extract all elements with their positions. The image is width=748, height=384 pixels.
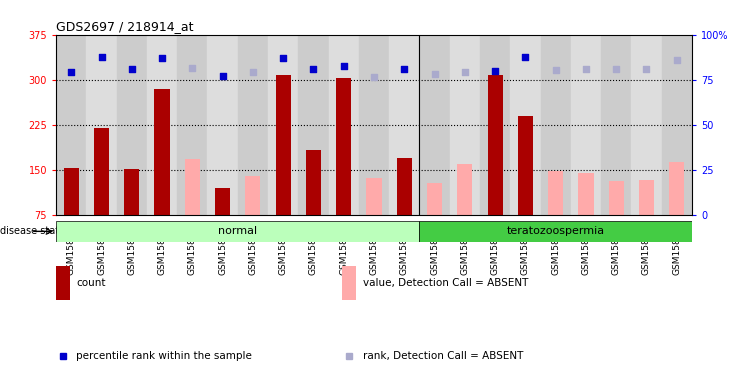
Point bbox=[398, 66, 410, 72]
Point bbox=[459, 69, 470, 75]
Bar bbox=[268, 35, 298, 215]
Bar bbox=[245, 176, 260, 215]
Point bbox=[278, 55, 289, 61]
Bar bbox=[609, 181, 624, 215]
Bar bbox=[215, 188, 230, 215]
Bar bbox=[389, 35, 420, 215]
Bar bbox=[457, 164, 473, 215]
Bar bbox=[56, 266, 70, 300]
Bar bbox=[541, 35, 571, 215]
Bar bbox=[571, 35, 601, 215]
Point bbox=[126, 66, 138, 72]
Bar bbox=[427, 183, 442, 215]
Bar bbox=[662, 35, 692, 215]
Text: value, Detection Call = ABSENT: value, Detection Call = ABSENT bbox=[363, 278, 528, 288]
Point bbox=[307, 66, 319, 72]
Point bbox=[640, 66, 652, 72]
Bar bbox=[510, 35, 541, 215]
Bar bbox=[56, 221, 420, 242]
Bar bbox=[117, 35, 147, 215]
Point bbox=[429, 71, 441, 77]
Text: disease state: disease state bbox=[0, 226, 65, 237]
Point bbox=[580, 66, 592, 73]
Bar bbox=[480, 35, 510, 215]
Bar bbox=[601, 35, 631, 215]
Bar bbox=[631, 35, 662, 215]
Bar bbox=[359, 35, 389, 215]
Bar bbox=[94, 128, 109, 215]
Bar bbox=[64, 168, 79, 215]
Point bbox=[671, 57, 683, 63]
Point bbox=[610, 66, 622, 72]
Bar bbox=[185, 159, 200, 215]
Bar bbox=[306, 150, 321, 215]
Bar bbox=[177, 35, 207, 215]
Bar bbox=[275, 75, 291, 215]
Bar bbox=[86, 35, 117, 215]
Text: normal: normal bbox=[218, 226, 257, 237]
Bar bbox=[56, 35, 86, 215]
Bar bbox=[420, 221, 692, 242]
Bar bbox=[336, 78, 352, 215]
Point bbox=[519, 54, 531, 60]
Bar bbox=[155, 89, 170, 215]
Point bbox=[247, 69, 259, 75]
Point bbox=[550, 67, 562, 73]
Point bbox=[96, 55, 108, 61]
Bar bbox=[207, 35, 238, 215]
Bar bbox=[578, 173, 593, 215]
Bar bbox=[548, 171, 563, 215]
Bar bbox=[420, 35, 450, 215]
Point bbox=[186, 65, 198, 71]
Text: count: count bbox=[76, 278, 106, 288]
Bar bbox=[343, 266, 356, 300]
Bar bbox=[518, 116, 533, 215]
Bar bbox=[396, 158, 412, 215]
Bar bbox=[367, 178, 381, 215]
Bar bbox=[124, 169, 139, 215]
Bar bbox=[488, 75, 503, 215]
Text: teratozoospermia: teratozoospermia bbox=[506, 226, 604, 237]
Text: rank, Detection Call = ABSENT: rank, Detection Call = ABSENT bbox=[363, 351, 523, 361]
Point bbox=[489, 68, 501, 74]
Point bbox=[156, 55, 168, 61]
Point bbox=[65, 69, 77, 75]
Point bbox=[368, 74, 380, 80]
Point bbox=[217, 73, 229, 79]
Bar bbox=[639, 180, 654, 215]
Bar bbox=[328, 35, 359, 215]
Text: percentile rank within the sample: percentile rank within the sample bbox=[76, 351, 252, 361]
Bar bbox=[238, 35, 268, 215]
Text: GDS2697 / 218914_at: GDS2697 / 218914_at bbox=[56, 20, 194, 33]
Bar bbox=[298, 35, 328, 215]
Bar bbox=[147, 35, 177, 215]
Point bbox=[338, 63, 350, 69]
Bar bbox=[669, 162, 684, 215]
Bar bbox=[450, 35, 480, 215]
